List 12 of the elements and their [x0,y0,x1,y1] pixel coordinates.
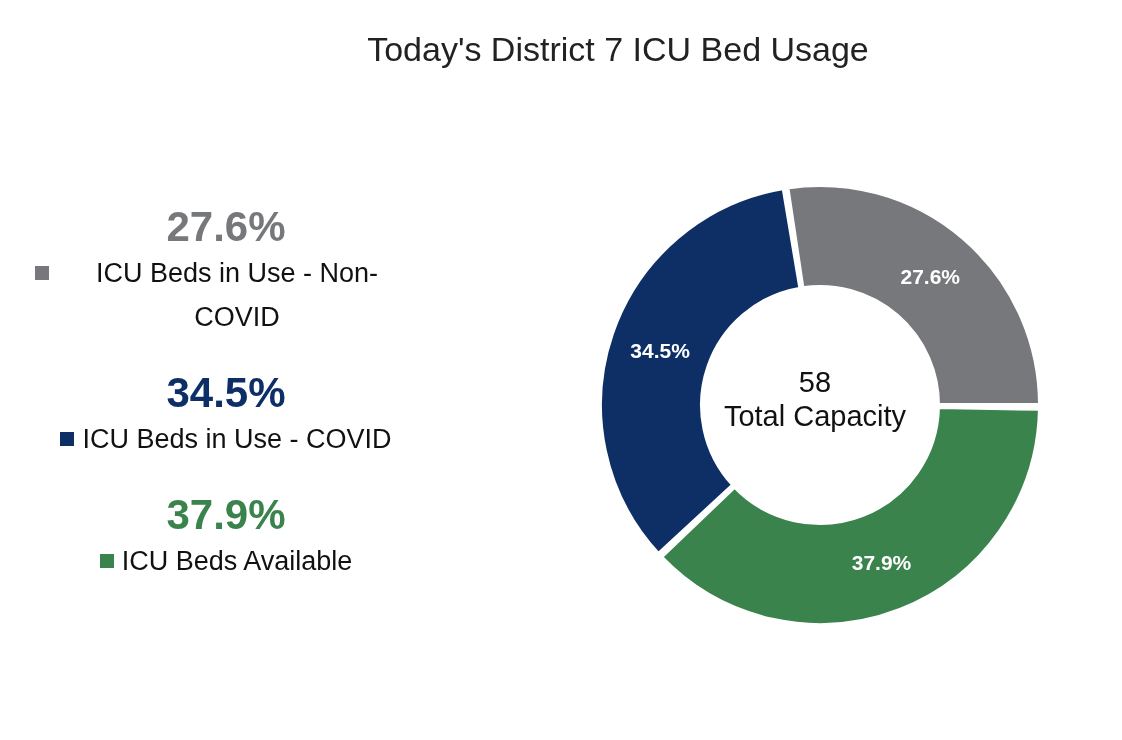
legend-label: ICU Beds in Use - Non-COVID [94,257,380,334]
data-label: 27.6% [900,265,961,289]
data-label: 34.5% [630,338,691,362]
legend-label: ICU Beds Available [121,545,353,578]
text: 37.9% [166,491,286,538]
legend-label: ICU Beds in Use - COVID [82,423,392,456]
data-label: 37.9% [851,550,912,574]
text: Total Capacity [723,400,907,432]
text: 27.6% [166,203,286,250]
text: 58 [798,366,832,398]
chart-title: Today's District 7 ICU Bed Usage [366,30,870,69]
text: 34.5% [166,369,286,416]
